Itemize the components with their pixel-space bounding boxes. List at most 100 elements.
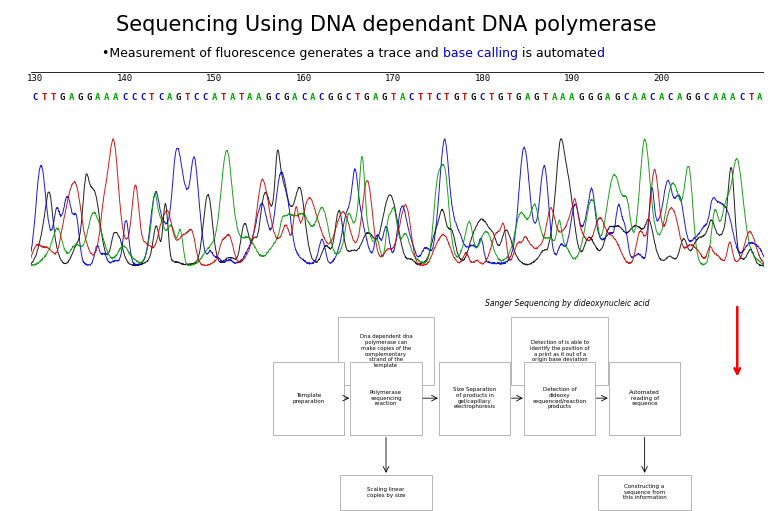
Text: G: G [695,93,700,102]
Text: C: C [668,93,673,102]
Text: G: G [266,93,270,102]
Text: 140: 140 [117,75,133,83]
Text: A: A [659,93,664,102]
Text: G: G [283,93,289,102]
Text: G: G [614,93,619,102]
FancyBboxPatch shape [598,475,691,510]
Text: Sequencing Using DNA dependant DNA polymerase: Sequencing Using DNA dependant DNA polym… [116,15,656,35]
Text: Scaling linear
copies by size: Scaling linear copies by size [367,487,405,498]
Text: A: A [730,93,736,102]
FancyBboxPatch shape [340,475,432,510]
Text: G: G [498,93,503,102]
Text: G: G [533,93,539,102]
Text: is automate: is automate [517,47,596,60]
Text: G: G [176,93,181,102]
Text: 180: 180 [475,75,491,83]
Text: C: C [435,93,441,102]
Text: A: A [551,93,557,102]
FancyBboxPatch shape [350,362,422,434]
Text: A: A [721,93,726,102]
Text: G: G [364,93,369,102]
FancyBboxPatch shape [338,317,434,385]
Text: C: C [740,93,745,102]
FancyBboxPatch shape [524,362,595,434]
Text: Detection of
dideoxy
sequenced/reaction
products: Detection of dideoxy sequenced/reaction … [533,387,587,409]
Text: G: G [381,93,387,102]
Text: A: A [69,93,74,102]
Text: 170: 170 [385,75,401,83]
Text: G: G [471,93,476,102]
Text: C: C [158,93,163,102]
Text: C: C [122,93,127,102]
Text: 150: 150 [206,75,222,83]
Text: A: A [104,93,110,102]
FancyBboxPatch shape [511,317,608,385]
Text: C: C [140,93,145,102]
Text: G: G [686,93,691,102]
Text: T: T [543,93,548,102]
Text: T: T [417,93,422,102]
Text: Dna dependent dna
polymerase can
make copies of the
complementary
strand of the
: Dna dependent dna polymerase can make co… [360,334,412,368]
Text: C: C [346,93,351,102]
FancyBboxPatch shape [273,362,344,434]
FancyBboxPatch shape [439,362,510,434]
Text: C: C [408,93,414,102]
Text: A: A [256,93,262,102]
Text: C: C [650,93,655,102]
Text: A: A [167,93,172,102]
Text: G: G [596,93,601,102]
Text: C: C [319,93,324,102]
Text: A: A [525,93,530,102]
Text: T: T [462,93,467,102]
Text: Template
preparation: Template preparation [293,393,325,404]
Text: A: A [229,93,235,102]
Text: T: T [748,93,753,102]
Text: T: T [391,93,396,102]
Text: 190: 190 [564,75,580,83]
Text: •Measurement of fluorescence generates a trace and: •Measurement of fluorescence generates a… [102,47,442,60]
Text: A: A [605,93,611,102]
Text: 160: 160 [296,75,312,83]
Text: C: C [32,93,38,102]
Text: G: G [77,93,83,102]
Text: A: A [212,93,217,102]
Text: C: C [480,93,486,102]
Text: A: A [399,93,405,102]
Text: A: A [676,93,682,102]
Text: C: C [131,93,137,102]
Text: T: T [506,93,512,102]
Text: G: G [86,93,92,102]
Text: T: T [221,93,226,102]
Text: G: G [578,93,584,102]
Text: A: A [373,93,378,102]
Text: G: G [516,93,521,102]
Text: Polymerase
sequencing
reaction: Polymerase sequencing reaction [370,390,402,406]
Text: C: C [703,93,709,102]
Text: C: C [202,93,208,102]
Text: T: T [239,93,244,102]
Text: T: T [444,93,449,102]
Text: Sanger Sequencing by dideoxynucleic acid: Sanger Sequencing by dideoxynucleic acid [485,299,650,309]
Text: G: G [328,93,334,102]
Text: Constructing a
sequence from
this information: Constructing a sequence from this inform… [623,484,666,500]
Text: 130: 130 [27,75,43,83]
Text: T: T [185,93,190,102]
Text: Size Separation
of products in
gel/capillary
electrophoresis: Size Separation of products in gel/capil… [453,387,496,409]
Text: A: A [569,93,574,102]
Text: A: A [113,93,119,102]
Text: A: A [641,93,646,102]
Text: A: A [247,93,252,102]
Text: T: T [42,93,47,102]
Text: base calling: base calling [442,47,517,60]
Text: A: A [632,93,637,102]
Text: G: G [587,93,593,102]
Text: 200: 200 [653,75,669,83]
Text: T: T [354,93,360,102]
Text: C: C [623,93,628,102]
FancyBboxPatch shape [609,362,680,434]
Text: T: T [489,93,494,102]
Text: d: d [596,47,604,60]
Text: Detection of is able to
identify the position of
a print as it out of a
origin b: Detection of is able to identify the pos… [530,340,590,362]
Text: A: A [95,93,100,102]
Text: C: C [194,93,199,102]
